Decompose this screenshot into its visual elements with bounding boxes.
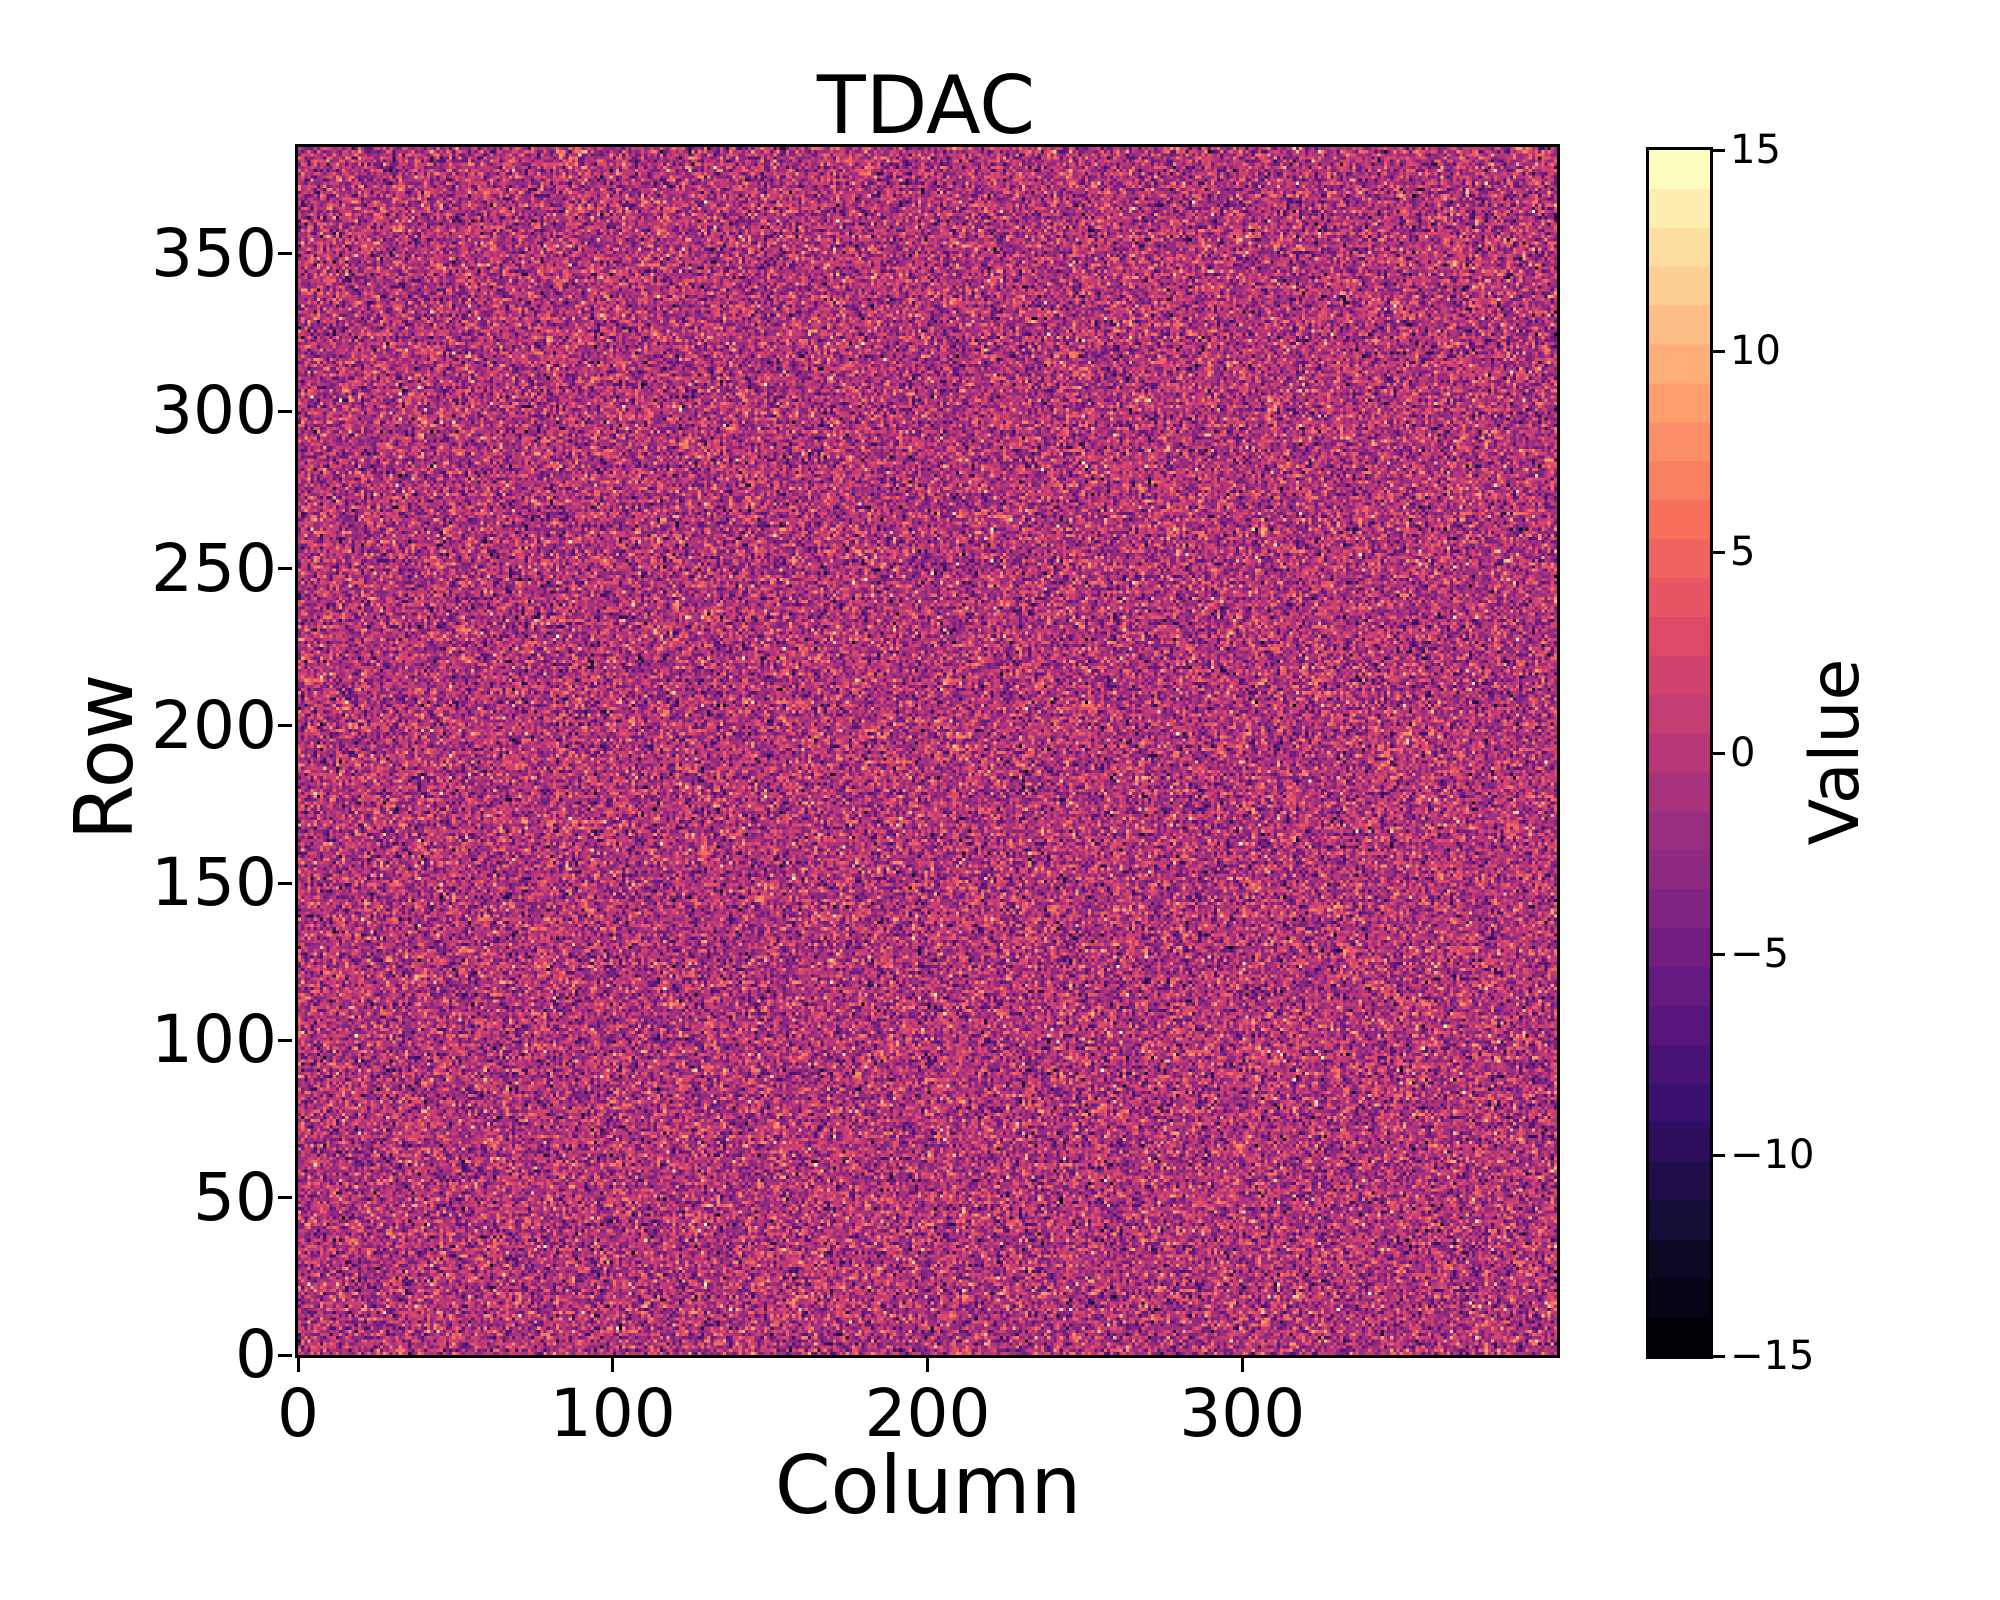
y-tick-label: 100 <box>151 1001 277 1079</box>
y-tick-mark <box>278 881 292 885</box>
x-tick-label: 0 <box>277 1375 319 1452</box>
x-tick-mark <box>1240 1358 1244 1372</box>
colorbar-canvas <box>1649 150 1710 1356</box>
y-tick-label: 50 <box>193 1158 277 1236</box>
colorbar-tick-label: −5 <box>1730 931 1789 977</box>
colorbar-tick-label: −15 <box>1730 1333 1815 1379</box>
colorbar-tick-mark <box>1713 1153 1725 1157</box>
colorbar-tick-mark <box>1713 952 1725 956</box>
x-tick-mark <box>926 1358 929 1372</box>
y-tick-label: 350 <box>151 214 277 292</box>
heatmap-canvas <box>298 147 1557 1355</box>
colorbar-tick-label: 10 <box>1730 328 1781 374</box>
colorbar-label: Value <box>1796 658 1875 846</box>
x-tick-label: 200 <box>864 1375 991 1452</box>
y-tick-mark <box>278 252 292 256</box>
y-tick-label: 250 <box>151 529 277 607</box>
y-axis-label: Row <box>58 673 151 841</box>
colorbar-tick-mark <box>1713 349 1725 353</box>
y-tick-mark <box>278 1196 292 1200</box>
y-tick-mark <box>278 1353 292 1357</box>
y-tick-label: 300 <box>151 372 277 450</box>
colorbar-tick-mark <box>1713 550 1725 554</box>
x-tick-mark <box>611 1358 615 1372</box>
colorbar-frame <box>1646 147 1713 1359</box>
colorbar-tick-label: 5 <box>1730 529 1756 575</box>
colorbar-tick-mark <box>1713 751 1725 755</box>
x-tick-mark <box>296 1358 300 1372</box>
colorbar-tick-mark <box>1713 1354 1725 1358</box>
x-tick-label: 300 <box>1179 1375 1306 1452</box>
y-tick-mark <box>278 1038 292 1042</box>
colorbar-tick-label: 0 <box>1730 730 1756 776</box>
x-tick-label: 100 <box>549 1375 676 1452</box>
plot-frame <box>295 144 1560 1358</box>
x-axis-label: Column <box>774 1439 1082 1532</box>
y-tick-label: 0 <box>235 1316 277 1393</box>
y-tick-label: 150 <box>151 844 277 922</box>
y-tick-label: 200 <box>151 686 277 764</box>
y-tick-mark <box>278 567 292 571</box>
y-tick-mark <box>278 409 292 413</box>
colorbar-tick-mark <box>1713 148 1725 152</box>
chart-title: TDAC <box>816 59 1036 152</box>
y-tick-mark <box>278 724 292 728</box>
colorbar-tick-label: −10 <box>1730 1132 1815 1178</box>
colorbar-tick-label: 15 <box>1730 127 1781 173</box>
